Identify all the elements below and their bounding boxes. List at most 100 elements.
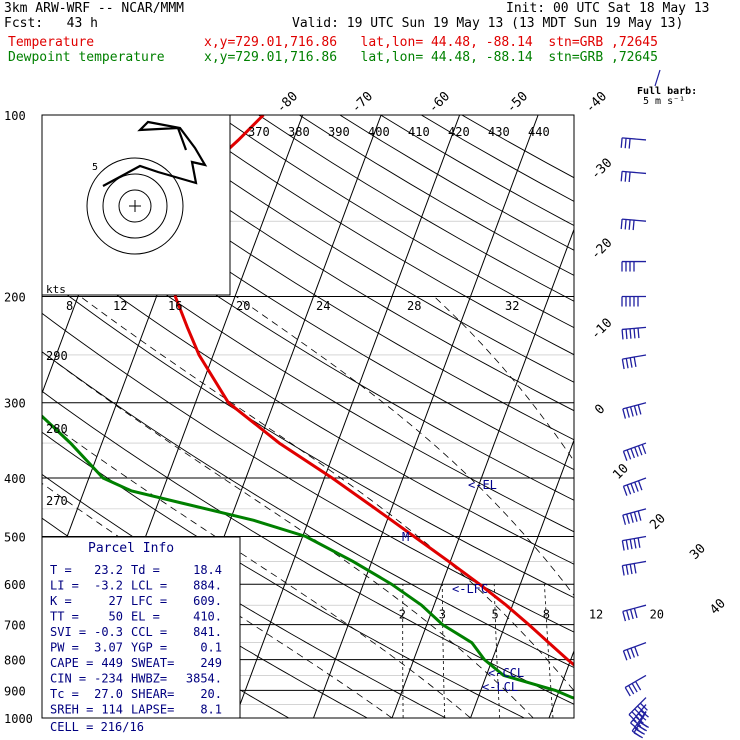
wind-barb (620, 137, 647, 149)
mixing-ratio-label: 8 (543, 608, 550, 622)
parcel-info-key: Td = (131, 563, 160, 577)
theta-label: 370 (248, 125, 270, 139)
parcel-level-markers: <-EL <-LFC <-CCL<-LCL M (402, 478, 524, 694)
theta-label: 430 (488, 125, 510, 139)
parcel-info-value: -3.2 (94, 579, 123, 593)
dry-adiabat (42, 390, 574, 705)
mixing-ratio-line (544, 584, 554, 718)
wind-speed-label: 28 (407, 299, 421, 313)
model-title: 3km ARW-WRF -- NCAR/MMM (4, 1, 185, 16)
isotherm-label: -80 (274, 89, 301, 116)
theta-side-label: 270 (46, 494, 68, 508)
temperature-profile (173, 115, 574, 667)
parcel-info-key: SVI = (50, 625, 86, 639)
dewpoint-location: x,y=729.01,716.86 lat,lon= 44.48, -88.14… (204, 50, 658, 65)
hodograph-inset: 5 (41, 114, 231, 296)
dry-adiabat (420, 115, 574, 202)
dry-adiabat (42, 275, 574, 599)
theta-label: 390 (328, 125, 350, 139)
dry-adiabat (54, 115, 574, 441)
wind-barb (628, 697, 648, 723)
parcel-info-value: -234 (94, 672, 123, 686)
wind-barb (622, 402, 647, 419)
mixing-ratio-label: 5 (492, 608, 499, 622)
isotherm-label: -20 (588, 236, 615, 263)
theta-label: 400 (368, 125, 390, 139)
isotherm (548, 649, 574, 718)
parcel-info-value: 27.0 (94, 687, 123, 701)
parcel-info-value: 3854. (186, 672, 222, 686)
mixing-ratio-line (590, 584, 601, 718)
wind-barb (622, 508, 647, 525)
dry-adiabat (42, 431, 526, 718)
theta-label: 420 (448, 125, 470, 139)
isotherm-label: 10 (610, 461, 632, 483)
wind-speed-unit: kts (46, 283, 66, 296)
wind-barb (622, 604, 647, 622)
wind-speed-label: 20 (236, 299, 250, 313)
pressure-label-700: 700 (4, 619, 26, 633)
parcel-info-key: TT = (50, 610, 79, 624)
dry-adiabat (42, 312, 574, 633)
parcel-info-value: 0.1 (200, 641, 222, 655)
isotherm-label: -50 (504, 89, 531, 116)
mixing-ratio-label: 2 (399, 608, 406, 622)
theta-label: 410 (408, 125, 430, 139)
parcel-info-value: 884. (193, 579, 222, 593)
parcel-info-frame (41, 536, 241, 719)
dry-adiabat (42, 351, 574, 669)
init-time: Init: 00 UTC Sat 18 May 13 (506, 1, 710, 16)
pressure-label-300: 300 (4, 397, 26, 411)
isotherm-label: -10 (588, 316, 615, 343)
isotherm (391, 227, 574, 718)
mixing-ratio-line (493, 584, 501, 718)
dry-adiabat (461, 115, 574, 179)
parcel-info-key: CCL = (131, 625, 167, 639)
isotherm (234, 115, 461, 718)
pressure-label-600: 600 (4, 578, 26, 592)
wind-barb (630, 704, 649, 730)
isotherm-label: -40 (583, 89, 610, 116)
pressure-label-100: 100 (4, 109, 26, 123)
parcel-info-key: Tc = (50, 687, 79, 701)
parcel-info-key: LI = (50, 579, 79, 593)
parcel-info-title: Parcel Info (88, 541, 174, 556)
parcel-info-value: 27 (109, 594, 123, 608)
pressure-label-900: 900 (4, 684, 26, 698)
dry-adiabat (135, 115, 574, 383)
theta-label: 440 (528, 125, 550, 139)
dry-adiabat (42, 239, 574, 565)
mixing-ratio-label: 12 (589, 608, 603, 622)
wind-barbs: Full barb:5 m s⁻¹ (620, 69, 697, 739)
parcel-info-key: K = (50, 594, 72, 608)
dewpoint-profile (42, 115, 574, 700)
hodograph-label: 5 (92, 162, 98, 173)
parcel-info-key: EL = (131, 610, 160, 624)
pressure-label-1000: 1000 (4, 712, 33, 726)
wind-barb (621, 535, 647, 551)
pressure-label-500: 500 (4, 530, 26, 544)
wind-barb (621, 326, 647, 340)
dry-adiabat (42, 169, 574, 501)
parcel-info-value: 50 (109, 610, 123, 624)
wind-barb (624, 674, 647, 697)
pressure-label-800: 800 (4, 654, 26, 668)
parcel-info-key: CAPE = (50, 656, 93, 670)
parcel-info-cell: CELL = 216/16 (50, 720, 144, 734)
temperature-location: x,y=729.01,716.86 lat,lon= 44.48, -88.14… (204, 35, 658, 50)
isotherm-label: 40 (707, 596, 729, 618)
wind-speed-label: 16 (168, 299, 182, 313)
parcel-info-key: LFC = (131, 594, 167, 608)
hodograph-trace (102, 120, 208, 187)
parcel-info-key: SHEAR= (131, 687, 174, 701)
hodograph-ring (102, 173, 168, 239)
el-marker: <-EL (468, 478, 497, 492)
dry-adiabat (95, 115, 574, 412)
wind-speed-label: 12 (113, 299, 127, 313)
parcel-info-value: 114 (101, 703, 123, 717)
wind-barb (621, 295, 646, 307)
theta-label: 380 (288, 125, 310, 139)
parcel-info-value: 3.07 (94, 641, 123, 655)
